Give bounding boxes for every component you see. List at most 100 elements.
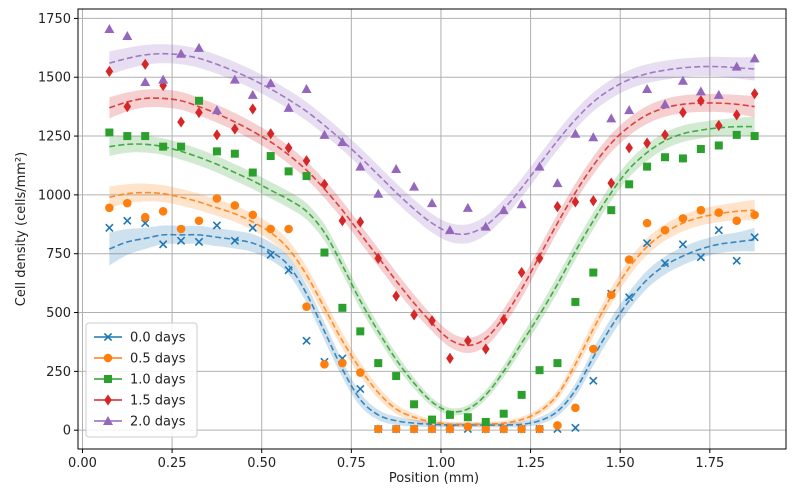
point-1-0-days <box>177 142 186 151</box>
legend-item: 1.0 days <box>94 373 186 388</box>
point-1-5-days <box>159 79 167 92</box>
point-0-0-days <box>176 236 186 245</box>
point-1-0-days <box>212 147 221 156</box>
point-0-0-days-stroke <box>624 293 634 302</box>
point-0-5-days <box>409 424 419 434</box>
point-1-0-days <box>141 132 150 141</box>
x-tick-label: 1.75 <box>695 456 724 471</box>
series-1-0-days <box>105 96 759 426</box>
point-0-5-days <box>320 359 329 369</box>
point-2-0-days <box>695 86 706 96</box>
point-0-0-days <box>123 216 132 225</box>
point-1-5-days <box>231 123 239 135</box>
point-1-0-days <box>571 297 580 306</box>
point-0-0-days <box>732 256 741 265</box>
point-2-0-days <box>122 31 133 41</box>
point-2-0-days <box>642 84 653 93</box>
point-0-0-days-stroke <box>230 236 240 245</box>
point-0-0-days <box>356 384 365 394</box>
point-1-5-days <box>213 129 221 141</box>
y-tick-label: 750 <box>46 247 71 262</box>
point-0-0-days-stroke <box>750 233 759 242</box>
point-1-0-days <box>607 206 616 215</box>
legend: 0.0 days 0.5 days 1.0 days 1.5 days 2.0 days <box>85 322 198 438</box>
point-1-0-days <box>320 248 329 257</box>
point-2-0-days <box>677 75 688 85</box>
point-1-5-days <box>428 315 436 327</box>
point-0-5-days <box>284 224 293 234</box>
point-0-5-days <box>176 224 186 234</box>
point-0-5-days <box>463 422 473 431</box>
point-2-0-days <box>498 205 509 215</box>
point-0-5-days <box>230 201 240 210</box>
point-1-0-days <box>678 154 687 163</box>
y-tick-label: 1750 <box>38 12 71 27</box>
point-0-0-days <box>571 423 580 432</box>
point-0-5-days <box>248 210 258 220</box>
point-0-0-days-stroke <box>571 423 580 432</box>
point-2-0-days <box>749 53 760 63</box>
point-2-0-days <box>355 161 366 171</box>
point-0-0-days-stroke <box>176 236 186 245</box>
legend-marker-stroke <box>103 332 113 342</box>
point-0-5-days <box>266 224 275 234</box>
axis-ticks: 0.00 0.25 0.50 0.75 1.00 1.25 1.50 1.75 0 250 500 7… <box>38 12 724 471</box>
point-2-0-days <box>193 42 204 52</box>
legend-marker <box>104 375 112 383</box>
point-1-0-days <box>535 366 544 375</box>
axes-border <box>77 8 787 450</box>
point-2-0-days <box>247 89 258 99</box>
point-2-0-days <box>337 136 348 146</box>
point-2-0-days <box>713 89 724 99</box>
point-2-0-days <box>534 161 545 171</box>
point-2-0-days <box>104 24 115 33</box>
data-points <box>104 24 760 434</box>
point-1-5-days <box>105 65 114 77</box>
point-1-5-days <box>732 109 741 121</box>
point-1-0-days <box>625 180 634 189</box>
point-1-0-days <box>123 132 132 141</box>
point-1-5-days <box>517 266 526 279</box>
y-tick-label: 0 <box>63 424 71 439</box>
point-2-0-days <box>373 188 384 198</box>
legend-marker <box>103 332 113 342</box>
point-0-5-days <box>302 302 311 311</box>
point-1-5-days <box>535 252 544 265</box>
x-tick-label: 0.00 <box>68 456 97 471</box>
legend-label: 0.0 days <box>130 331 186 346</box>
point-1-0-days <box>194 96 203 105</box>
point-0-5-days <box>427 424 437 434</box>
point-1-5-days <box>338 215 347 227</box>
point-0-5-days <box>696 205 706 215</box>
y-tick-label: 1500 <box>38 71 71 86</box>
point-1-0-days <box>589 268 598 277</box>
point-1-0-days <box>445 410 454 419</box>
point-1-5-days <box>177 116 185 128</box>
point-0-0-days-stroke <box>302 336 311 345</box>
point-2-0-days <box>265 78 276 88</box>
point-1-0-days <box>392 372 401 381</box>
point-0-5-days <box>535 424 544 434</box>
legend-marker <box>104 394 112 406</box>
point-1-5-days <box>123 101 132 113</box>
point-0-0-days <box>678 240 688 249</box>
point-0-0-days <box>212 221 222 230</box>
point-0-0-days <box>158 240 168 249</box>
point-0-0-days <box>230 236 240 245</box>
point-1-0-days <box>159 142 168 151</box>
point-0-5-days <box>553 421 562 430</box>
point-0-5-days <box>194 216 204 226</box>
legend-marker <box>103 416 113 425</box>
point-0-5-days <box>606 290 616 300</box>
point-1-0-days <box>356 327 365 336</box>
point-0-0-days <box>624 293 634 302</box>
legend-box <box>85 322 198 438</box>
point-1-5-days <box>302 155 311 167</box>
point-0-0-days <box>589 376 598 385</box>
point-0-0-days <box>284 266 293 275</box>
point-0-5-days <box>105 203 114 213</box>
point-0-5-days <box>481 424 491 434</box>
point-1-0-days <box>284 167 293 176</box>
confidence-bands <box>109 44 755 428</box>
x-tick-label: 0.75 <box>337 456 366 471</box>
